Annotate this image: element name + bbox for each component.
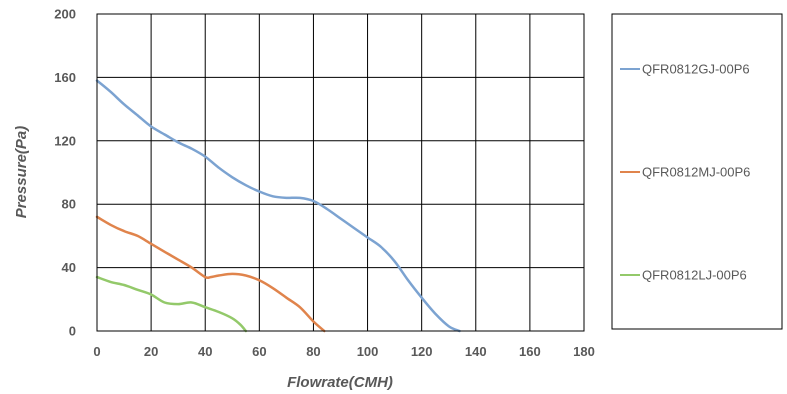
y-tick-label: 80 (62, 197, 76, 212)
y-tick-label: 160 (54, 70, 76, 85)
y-tick-label: 120 (54, 133, 76, 148)
x-tick-label: 120 (411, 344, 433, 359)
x-tick-label: 80 (306, 344, 320, 359)
x-axis-ticks: 0 20 40 60 80 100 120 140 160 180 (93, 344, 594, 359)
series-lines (95, 79, 461, 333)
series-line-1 (95, 79, 461, 333)
y-tick-label: 40 (62, 260, 76, 275)
x-tick-label: 20 (144, 344, 158, 359)
x-tick-label: 100 (357, 344, 379, 359)
series-line-2 (95, 215, 326, 333)
y-axis-title: Pressure(Pa) (13, 126, 30, 219)
legend-label-lj: QFR0812LJ-00P6 (642, 268, 747, 283)
x-tick-label: 40 (198, 344, 212, 359)
x-tick-label: 60 (252, 344, 266, 359)
plot-area (96, 13, 585, 332)
x-tick-label: 180 (573, 344, 595, 359)
legend-box (611, 13, 783, 330)
series-line-3 (95, 275, 248, 333)
x-axis-title: Flowrate(CMH) (287, 374, 393, 391)
y-tick-label: 200 (54, 7, 76, 22)
x-tick-label: 140 (465, 344, 487, 359)
x-tick-label: 0 (93, 344, 100, 359)
legend-label-mj: QFR0812MJ-00P6 (642, 165, 750, 180)
y-axis-ticks: 0 40 80 120 160 200 (54, 7, 76, 339)
x-tick-label: 160 (519, 344, 541, 359)
grid (96, 13, 585, 332)
legend-label-gj: QFR0812GJ-00P6 (642, 62, 750, 77)
y-tick-label: 0 (69, 324, 76, 339)
